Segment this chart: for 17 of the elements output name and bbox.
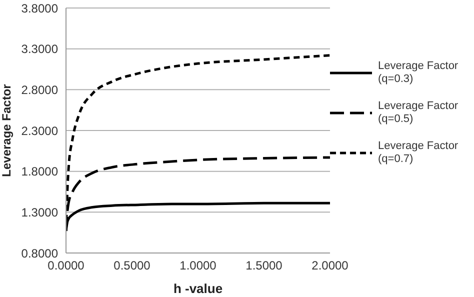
y-tick-label: 3.8000 <box>21 1 58 16</box>
x-tick-label: 2.0000 <box>312 258 349 273</box>
x-axis-title: h -value <box>173 281 223 296</box>
y-tick-label: 1.8000 <box>21 164 58 179</box>
legend-label: Leverage Factor (q=0.3) <box>378 60 460 86</box>
legend-label: Leverage Factor (q=0.5) <box>378 100 460 126</box>
legend-label: Leverage Factor (q=0.7) <box>378 140 460 166</box>
x-tick-label: 1.5000 <box>246 258 283 273</box>
y-tick-label: 0.8000 <box>21 246 58 260</box>
x-tick-label: 0.0000 <box>48 258 85 273</box>
x-tick-label: 1.0000 <box>180 258 217 273</box>
y-axis-title: Leverage Factor <box>0 84 14 177</box>
y-tick-label: 2.8000 <box>21 82 58 97</box>
y-tick-label: 1.3000 <box>21 205 58 220</box>
y-tick-label: 2.3000 <box>21 124 58 138</box>
y-tick-label: 3.3000 <box>21 42 58 56</box>
x-tick-label: 0.5000 <box>114 258 151 273</box>
